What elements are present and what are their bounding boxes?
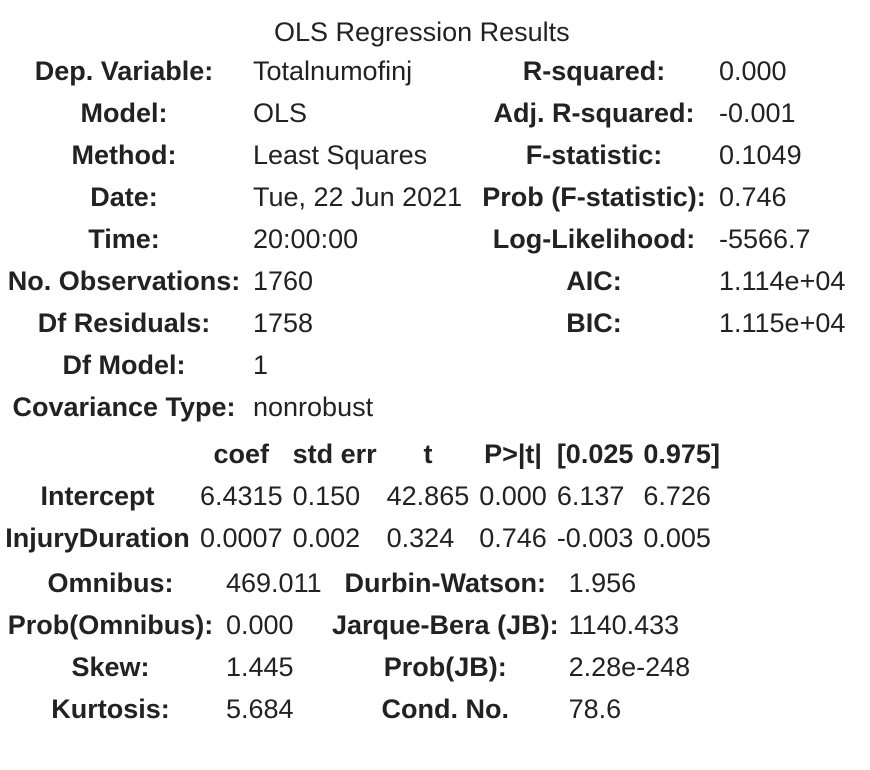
coefficient-cell: 0.000 xyxy=(479,481,547,511)
summary-row: Dep. Variable: Totalnumofinj R-squared: 0.0… xyxy=(0,50,850,92)
summary-label-left: Df Residuals: xyxy=(37,308,211,338)
summary-label-right xyxy=(474,386,714,428)
coefficients-column-header: t xyxy=(423,439,433,469)
coefficient-cell: 0.002 xyxy=(292,523,361,553)
diagnostics-row: Prob(Omnibus): 0.000 Jarque-Bera (JB): 1140… xyxy=(0,604,724,646)
coefficient-cell: 6.4315 xyxy=(200,481,283,511)
summary-label-right: BIC: xyxy=(566,308,622,338)
coefficient-cell: 0.746 xyxy=(479,523,547,553)
coefficient-cell: 0.150 xyxy=(292,481,361,511)
summary-label-left: Time: xyxy=(88,224,160,254)
coefficient-row: Intercept 6.4315 0.150 42.865 0.000 6.137 6.72… xyxy=(0,475,725,517)
summary-row: Method: Least Squares F-statistic: 0.1049 xyxy=(0,134,850,176)
coefficients-table: coef std err t P>|t| [0.025 0.975] Intercept 6… xyxy=(0,433,725,559)
diagnostics-label-right: Cond. No. xyxy=(381,694,510,724)
summary-row: Model: OLS Adj. R-squared: -0.001 xyxy=(0,92,850,134)
coefficients-body: Intercept 6.4315 0.150 42.865 0.000 6.137 6.72… xyxy=(0,475,725,559)
coefficients-header-row: coef std err t P>|t| [0.025 0.975] xyxy=(0,433,725,475)
summary-value-left: 20:00:00 xyxy=(253,224,359,254)
summary-label-left: Df Model: xyxy=(62,350,186,380)
coefficient-cell: 0.0007 xyxy=(200,523,283,553)
coefficients-column-header: 0.975] xyxy=(643,439,720,469)
coefficient-cell: 0.324 xyxy=(386,523,455,553)
coefficients-column-header: [0.025 xyxy=(556,439,634,469)
summary-row: Df Residuals: 1758 BIC: 1.115e+04 xyxy=(0,302,850,344)
diagnostics-label-left: Kurtosis: xyxy=(51,694,170,724)
coefficients-column-header: std err xyxy=(292,439,377,469)
diagnostics-value-right: 1.956 xyxy=(568,568,637,598)
coefficient-row: InjuryDuration 0.0007 0.002 0.324 0.746 -0.00… xyxy=(0,517,725,559)
model-summary-table: Dep. Variable: Totalnumofinj R-squared: 0.0… xyxy=(0,50,850,428)
coefficient-cell: 42.865 xyxy=(386,481,470,511)
diagnostics-value-left: 1.445 xyxy=(226,652,294,682)
summary-value-left: 1760 xyxy=(253,266,314,296)
caption-text: OLS Regression Results xyxy=(274,17,570,47)
summary-value-right: 1.114e+04 xyxy=(719,266,846,296)
summary-value-right: 0.000 xyxy=(719,56,787,86)
summary-label-left: Dep. Variable: xyxy=(34,56,214,86)
summary-value-left: Tue, 22 Jun 2021 xyxy=(253,182,463,212)
summary-label-right: Prob (F-statistic): xyxy=(482,182,706,212)
diagnostics-value-left: 469.011 xyxy=(226,568,322,598)
summary-value-left: 1 xyxy=(253,350,269,380)
diagnostics-body: Omnibus: 469.011 Durbin-Watson: 1.956 Prob(O… xyxy=(0,562,724,730)
summary-label-right: F-statistic: xyxy=(525,140,663,170)
diagnostics-label-left: Prob(Omnibus): xyxy=(7,610,214,640)
summary-label-right: Log-Likelihood: xyxy=(492,224,696,254)
summary-value-right: -5566.7 xyxy=(719,224,811,254)
summary-row: Df Model: 1 xyxy=(0,344,850,386)
summary-label-right: AIC: xyxy=(566,266,622,296)
summary-row: Covariance Type: nonrobust xyxy=(0,386,850,428)
summary-value-left: OLS xyxy=(253,98,308,128)
summary-value-right: -0.001 xyxy=(719,98,796,128)
diagnostics-label-right: Jarque-Bera (JB): xyxy=(332,610,559,640)
summary-label-right: R-squared: xyxy=(522,56,666,86)
diagnostics-value-right: 1140.433 xyxy=(568,610,680,640)
diagnostics-value-right: 78.6 xyxy=(568,694,622,724)
summary-label-right: Adj. R-squared: xyxy=(493,98,695,128)
summary-value-left: 1758 xyxy=(253,308,314,338)
coefficients-column-header: coef xyxy=(213,439,270,469)
coefficient-cell: 6.726 xyxy=(643,481,711,511)
coefficients-header: coef std err t P>|t| [0.025 0.975] xyxy=(0,433,725,475)
summary-label-right xyxy=(474,344,714,386)
summary-value-right: 0.1049 xyxy=(719,140,802,170)
summary-row: Date: Tue, 22 Jun 2021 Prob (F-statistic):… xyxy=(0,176,850,218)
summary-label-left: Method: xyxy=(71,140,177,170)
diagnostics-row: Omnibus: 469.011 Durbin-Watson: 1.956 xyxy=(0,562,724,604)
diagnostics-value-left: 0.000 xyxy=(226,610,294,640)
summary-value-right xyxy=(714,386,850,428)
diagnostics-value-right: 2.28e-248 xyxy=(568,652,691,682)
coefficients-header-blank xyxy=(0,433,195,475)
diagnostics-value-left: 5.684 xyxy=(226,694,294,724)
summary-value-left: Totalnumofinj xyxy=(253,56,413,86)
summary-label-left: No. Observations: xyxy=(7,266,241,296)
summary-label-left: Date: xyxy=(90,182,158,212)
diagnostics-row: Skew: 1.445 Prob(JB): 2.28e-248 xyxy=(0,646,724,688)
model-summary-body: Dep. Variable: Totalnumofinj R-squared: 0.0… xyxy=(0,50,850,428)
summary-label-left: Model: xyxy=(80,98,168,128)
coefficients-column-header: P>|t| xyxy=(484,439,542,469)
summary-value-right: 0.746 xyxy=(719,182,787,212)
summary-label-left: Covariance Type: xyxy=(12,392,236,422)
summary-row: Time: 20:00:00 Log-Likelihood: -5566.7 xyxy=(0,218,850,260)
coefficient-cell: -0.003 xyxy=(556,523,634,553)
coefficient-name: InjuryDuration xyxy=(5,523,190,553)
summary-value-left: Least Squares xyxy=(253,140,428,170)
diagnostics-label-left: Skew: xyxy=(71,652,150,682)
summary-row: No. Observations: 1760 AIC: 1.114e+04 xyxy=(0,260,850,302)
summary-value-left: nonrobust xyxy=(253,392,374,422)
diagnostics-table: Omnibus: 469.011 Durbin-Watson: 1.956 Prob(O… xyxy=(0,562,724,730)
diagnostics-label-left: Omnibus: xyxy=(47,568,174,598)
summary-value-right: 1.115e+04 xyxy=(719,308,846,338)
summary-value-right xyxy=(714,344,850,386)
coefficient-cell: 6.137 xyxy=(556,481,625,511)
coefficient-name: Intercept xyxy=(40,481,155,511)
diagnostics-label-right: Durbin-Watson: xyxy=(344,568,547,598)
diagnostics-label-right: Prob(JB): xyxy=(383,652,507,682)
coefficient-cell: 0.005 xyxy=(643,523,711,553)
diagnostics-row: Kurtosis: 5.684 Cond. No. 78.6 xyxy=(0,688,724,730)
